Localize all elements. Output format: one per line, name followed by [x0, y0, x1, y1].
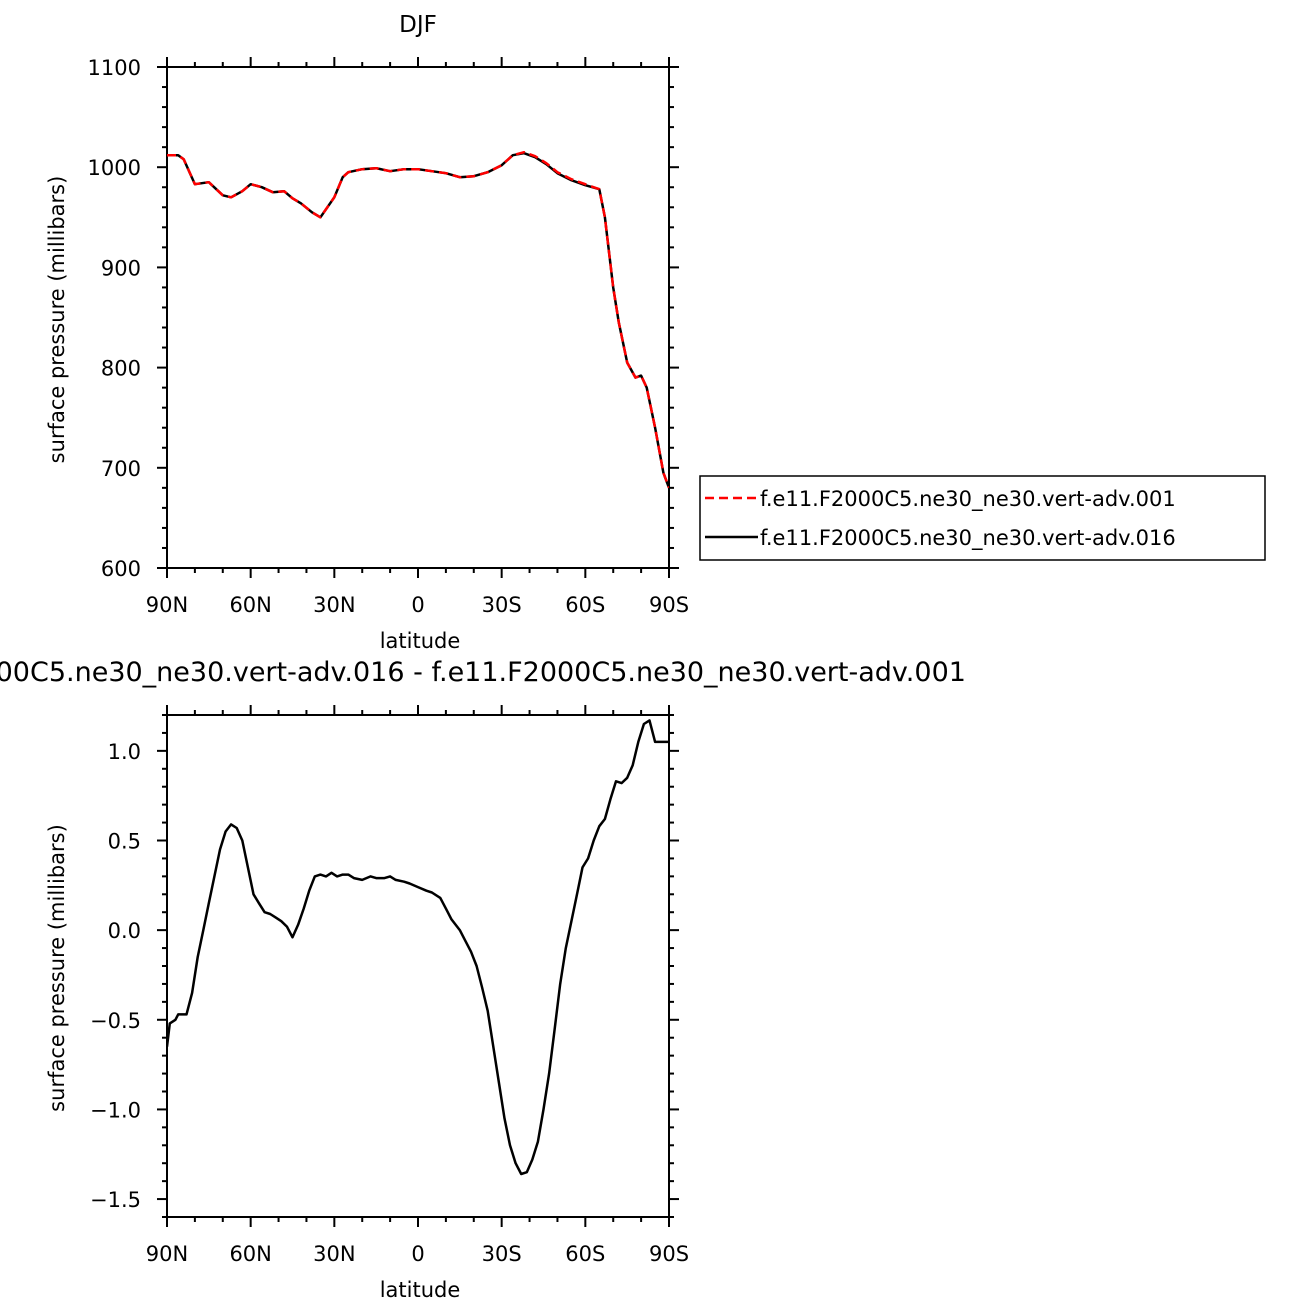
x-axis-label: latitude — [380, 629, 461, 653]
x-tick-label: 60N — [229, 1242, 271, 1266]
x-tick-label: 60S — [565, 1242, 605, 1266]
y-tick-label: 0.0 — [108, 919, 141, 943]
x-tick-label: 90N — [146, 593, 188, 617]
chart-title: DJF — [399, 12, 437, 38]
y-tick-label: 800 — [101, 357, 141, 381]
x-tick-label: 90S — [649, 1242, 689, 1266]
x-tick-label: 0 — [411, 1242, 424, 1266]
y-tick-label: 900 — [101, 256, 141, 280]
y-tick-label: −1.5 — [90, 1188, 141, 1212]
y-tick-label: 600 — [101, 557, 141, 581]
legend-box — [699, 475, 1266, 561]
y-tick-label: 1.0 — [108, 740, 141, 764]
y-tick-label: 1000 — [88, 156, 141, 180]
chart-1: 90N 60N 30N 0 30S 60S 90S 600 700 800 900 1000 1100 l… — [45, 12, 1266, 653]
x-tick-label: 30S — [482, 1242, 522, 1266]
chart-title: f.e11.F2000C5.ne30_ne30.vert-adv.016 - f… — [0, 657, 966, 688]
y-tick-label: −0.5 — [90, 1009, 141, 1033]
plot-frame — [166, 66, 670, 569]
x-tick-label: 60N — [229, 593, 271, 617]
y-tick-label: 0.5 — [108, 830, 141, 854]
y-axis-label: surface pressure (millibars) — [45, 824, 69, 1112]
x-tick-label: 90S — [649, 593, 689, 617]
x-tick-label: 90N — [146, 1242, 188, 1266]
plot-frame — [166, 714, 670, 1218]
legend: f.e11.F2000C5.ne30_ne30.vert-adv.001 f.e1… — [699, 475, 1266, 561]
x-axis-label: latitude — [380, 1278, 461, 1302]
chart-2: 90N 60N 30N 0 30S 60S 90S −1.5 −1.0 −0.5 0.0 0.5 1.0… — [0, 657, 966, 1302]
series-line-1 — [167, 719, 669, 1176]
series-line-1 — [167, 150, 669, 489]
x-tick-label: 0 — [411, 593, 424, 617]
y-tick-label: 700 — [101, 457, 141, 481]
series-line-2 — [167, 151, 669, 489]
x-tick-label: 30N — [313, 1242, 355, 1266]
x-tick-label: 60S — [565, 593, 605, 617]
legend-label-1: f.e11.F2000C5.ne30_ne30.vert-adv.001 — [760, 487, 1176, 512]
x-tick-label: 30S — [482, 593, 522, 617]
x-tick-label: 30N — [313, 593, 355, 617]
y-tick-label: 1100 — [88, 56, 141, 80]
y-axis-label: surface pressure (millibars) — [45, 176, 69, 464]
y-tick-label: −1.0 — [90, 1098, 141, 1122]
legend-label-2: f.e11.F2000C5.ne30_ne30.vert-adv.016 — [760, 526, 1176, 551]
